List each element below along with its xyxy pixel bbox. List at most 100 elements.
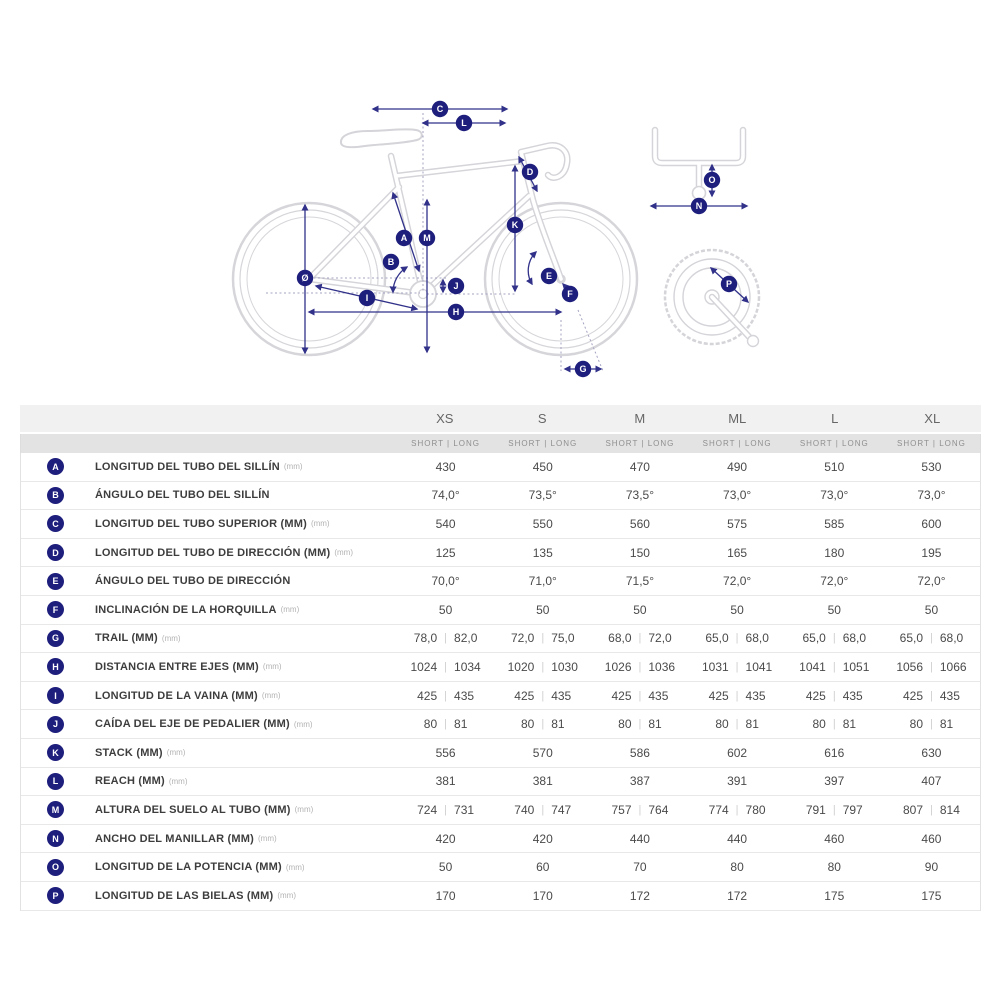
value-cell: 175 (786, 889, 883, 903)
table-row: K STACK (MM) (mm) 556 570 586 602 616 630 (21, 738, 980, 768)
row-label: LONGITUD DE LA POTENCIA (MM) (95, 861, 282, 874)
value-text: 70 (633, 860, 647, 875)
value-cell: 71,5° (591, 574, 688, 588)
row-unit: (mm) (283, 462, 303, 472)
value-cell: 440 (591, 832, 688, 846)
value-text: 764 (648, 802, 669, 817)
value-text: 731 (454, 802, 475, 817)
value-cell: 80 | 81 (883, 717, 980, 731)
value-text: 425 (902, 688, 924, 703)
value-cell: 80 (689, 860, 786, 874)
value-text: 1056 (896, 659, 924, 674)
value-cell: 172 (689, 889, 786, 903)
value-text: 50 (438, 860, 453, 875)
value-text: 420 (532, 831, 553, 846)
value-text: 81 (551, 717, 565, 732)
value-cell: 170 (494, 889, 591, 903)
row-label: TRAIL (MM) (95, 632, 158, 645)
value-cell: 1041 | 1051 (786, 660, 883, 674)
value-text: 1031 (701, 659, 729, 674)
value-text: 425 (514, 688, 535, 703)
value-divider: | (930, 689, 933, 702)
value-cell: 425 | 435 (494, 689, 591, 703)
value-cell: 440 (689, 832, 786, 846)
crankset-detail (663, 248, 761, 348)
row-label-cell: P LONGITUD DE LAS BIELAS (MM) (mm) (21, 887, 397, 905)
value-cell: 570 (494, 746, 591, 760)
value-text: 435 (939, 688, 960, 703)
value-text: 72,0 (648, 631, 672, 646)
marker-n: N (690, 197, 708, 215)
value-text: 75,0 (551, 631, 575, 646)
value-text: 73,5° (528, 488, 557, 503)
value-cell: 80 (786, 860, 883, 874)
value-text: 630 (921, 745, 942, 760)
value-cell: 165 (689, 546, 786, 560)
value-text: 387 (629, 774, 650, 789)
value-cell: 460 (786, 832, 883, 846)
row-label-cell: O LONGITUD DE LA POTENCIA (MM) (mm) (21, 858, 397, 876)
table-row: L REACH (MM) (mm) 381 381 387 391 397 407 (21, 767, 980, 797)
value-divider: | (638, 632, 642, 645)
value-cell: 65,0 | 68,0 (689, 631, 786, 645)
value-text: 68,0 (745, 631, 769, 646)
row-unit: (mm) (280, 605, 300, 615)
value-text: 70,0° (431, 574, 460, 589)
value-text: 80 (520, 717, 535, 732)
table-row: B ÁNGULO DEL TUBO DEL SILLÍN 74,0° 73,5° 73,… (21, 481, 980, 511)
row-letter-badge: N (47, 830, 64, 848)
value-text: 1066 (939, 659, 967, 674)
row-letter-badge: C (47, 515, 64, 533)
table-row: N ANCHO DEL MANILLAR (MM) (mm) 420 420 440 440… (21, 824, 980, 854)
row-label-cell: J CAÍDA DEL EJE DE PEDALIER (MM) (mm) (21, 715, 397, 733)
value-text: 65,0 (802, 631, 826, 646)
marker-e: E (540, 267, 558, 285)
row-label-cell: C LONGITUD DEL TUBO SUPERIOR (MM) (mm) (21, 515, 397, 533)
value-cell: 73,0° (786, 488, 883, 502)
table-row: E ÁNGULO DEL TUBO DE DIRECCIÓN 70,0° 71,0° 7… (21, 567, 980, 596)
marker-wheel-diameter: Ø (296, 269, 314, 287)
value-text: 78,0 (413, 631, 438, 646)
value-text: 80 (618, 717, 632, 732)
value-divider: | (930, 803, 933, 816)
value-text: 81 (648, 717, 662, 732)
row-letter-badge: K (47, 744, 64, 762)
value-cell: 430 (397, 460, 494, 474)
marker-l: L (455, 114, 473, 132)
value-text: 80 (827, 860, 841, 875)
value-text: 80 (909, 717, 924, 732)
value-cell: 450 (494, 460, 591, 474)
value-text: 450 (532, 459, 553, 474)
value-text: 80 (812, 717, 826, 732)
value-text: 575 (727, 516, 748, 531)
row-letter-badge: E (47, 572, 64, 590)
row-unit: (mm) (258, 834, 277, 844)
marker-o: O (703, 171, 721, 189)
value-divider: | (832, 632, 836, 645)
value-text: 73,0° (723, 488, 752, 503)
row-label: LONGITUD DEL TUBO DEL SILLÍN (95, 460, 280, 473)
value-cell: 381 (397, 774, 494, 788)
value-cell: 757 | 764 (591, 803, 688, 817)
value-text: 81 (939, 717, 954, 732)
value-text: 150 (629, 545, 650, 560)
value-cell: 50 (494, 603, 591, 617)
value-text: 71,0° (528, 574, 557, 589)
short-long-subheader: SHORT | LONG (896, 439, 966, 448)
marker-k: K (506, 216, 524, 234)
value-divider: | (444, 689, 448, 702)
value-cell: 180 (786, 546, 883, 560)
value-text: 81 (454, 717, 468, 732)
svg-text:L: L (461, 118, 467, 128)
value-cell: 73,0° (689, 488, 786, 502)
row-label: LONGITUD DE LAS BIELAS (MM) (95, 889, 274, 902)
value-cell: 407 (883, 774, 980, 788)
svg-text:D: D (527, 167, 534, 177)
value-text: 65,0 (899, 631, 924, 646)
value-text: 440 (629, 831, 650, 846)
value-cell: 420 (397, 832, 494, 846)
value-cell: 150 (591, 546, 688, 560)
value-cell: 70,0° (397, 574, 494, 588)
value-text: 82,0 (454, 631, 478, 646)
value-text: 397 (824, 774, 845, 789)
